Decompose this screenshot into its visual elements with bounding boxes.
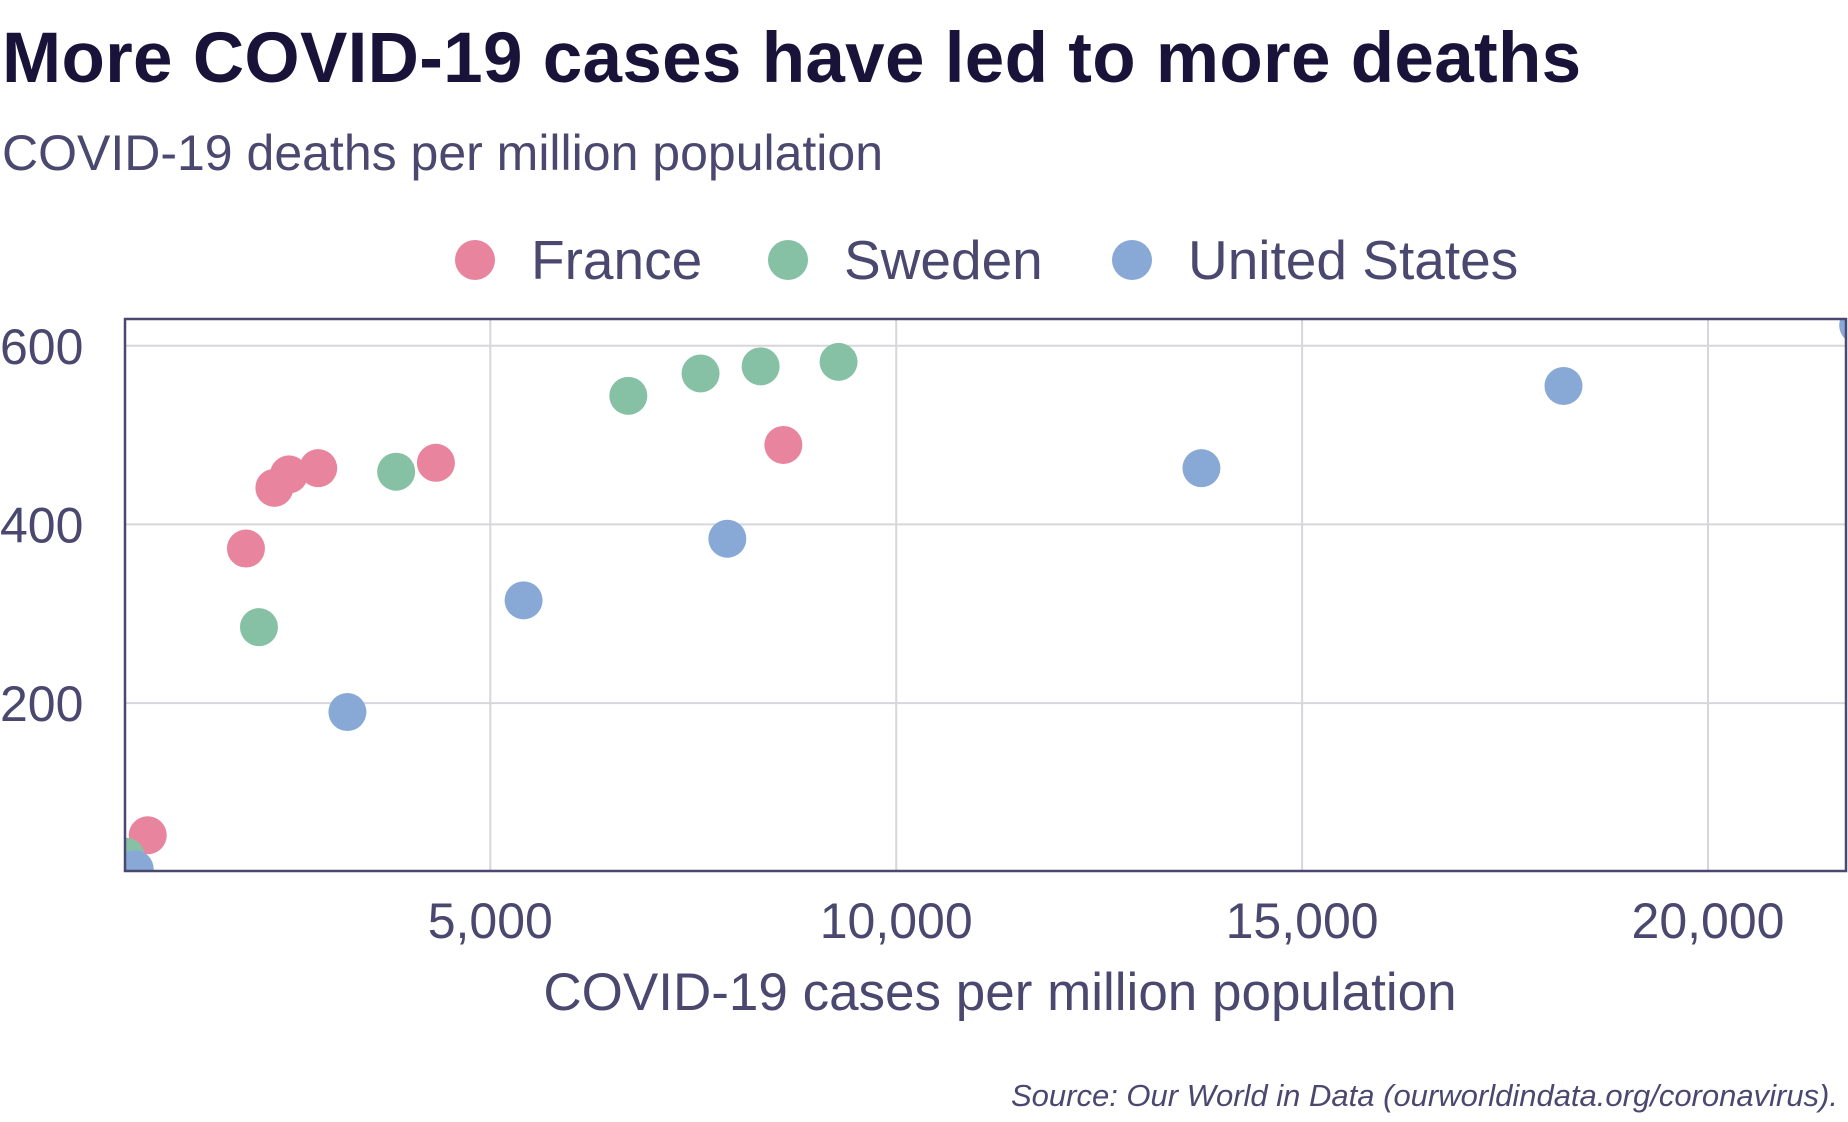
data-point-france xyxy=(226,529,265,568)
chart-subtitle: COVID-19 deaths per million population xyxy=(2,125,884,181)
data-point-united-states xyxy=(1839,319,1846,340)
y-tick-label: 200 xyxy=(0,676,83,732)
plot-panel-border xyxy=(123,317,1848,873)
legend-swatch-france xyxy=(455,240,495,280)
legend-item-france: France xyxy=(455,228,702,292)
y-axis-ticks: 200 400 600 xyxy=(0,319,83,732)
legend-swatch-sweden xyxy=(768,240,808,280)
source-note: Source: Our World in Data (ourworldindat… xyxy=(1010,1078,1838,1113)
legend-swatch-united-states xyxy=(1112,240,1152,280)
data-point-united-states xyxy=(504,581,543,620)
data-points xyxy=(125,319,1846,871)
data-point-united-states xyxy=(125,850,154,871)
grid-lines xyxy=(125,319,1846,871)
data-point-sweden xyxy=(681,354,720,393)
chart-title: More COVID-19 cases have led to more dea… xyxy=(2,19,1582,98)
data-point-france xyxy=(416,443,455,482)
legend-item-united-states: United States xyxy=(1112,228,1518,292)
data-point-sweden xyxy=(819,342,858,381)
data-point-united-states xyxy=(328,693,367,732)
data-point-france xyxy=(764,425,803,464)
y-tick-label: 400 xyxy=(0,497,83,553)
data-point-united-states xyxy=(1544,366,1583,405)
y-tick-label: 600 xyxy=(0,319,83,375)
data-point-france xyxy=(269,455,308,494)
legend-label-sweden: Sweden xyxy=(844,229,1043,291)
data-point-united-states xyxy=(1182,449,1221,488)
data-point-sweden xyxy=(609,376,648,415)
x-axis-title: COVID-19 cases per million population xyxy=(543,963,1456,1022)
data-point-sweden xyxy=(239,608,278,647)
legend: France Sweden United States xyxy=(0,228,1848,292)
data-point-united-states xyxy=(708,519,747,558)
data-point-france xyxy=(299,449,338,488)
x-tick-label: 15,000 xyxy=(1226,893,1379,949)
x-tick-label: 5,000 xyxy=(428,893,553,949)
data-point-sweden xyxy=(741,347,780,386)
legend-label-france: France xyxy=(531,229,703,291)
x-tick-label: 10,000 xyxy=(820,893,973,949)
x-axis-ticks: 5,000 10,000 15,000 20,000 xyxy=(428,893,1785,949)
legend-item-sweden: Sweden xyxy=(768,228,1043,292)
legend-label-united-states: United States xyxy=(1188,229,1519,291)
data-point-sweden xyxy=(377,452,416,491)
x-tick-label: 20,000 xyxy=(1632,893,1785,949)
